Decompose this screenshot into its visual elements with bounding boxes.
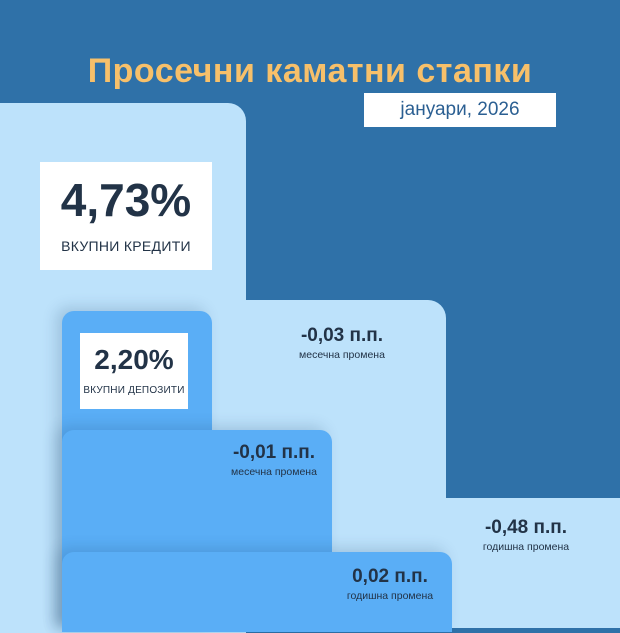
deposits-yearly-change: 0,02 п.п. годишна промена <box>320 566 460 602</box>
deposits-monthly-change-value: -0,01 п.п. <box>232 442 316 463</box>
deposits-yearly-change-value: 0,02 п.п. <box>352 566 428 587</box>
loans-yearly-change: -0,48 п.п. годишна промена <box>456 517 596 553</box>
loans-yearly-change-label: годишна промена <box>482 541 570 553</box>
loans-yearly-change-value: -0,48 п.п. <box>484 517 568 538</box>
deposits-rate-value: 2,20% <box>94 344 174 375</box>
page-title: Просечни каматни стапки <box>87 52 533 90</box>
deposits-step-3 <box>62 552 452 632</box>
deposits-rate-label: ВКУПНИ ДЕПОЗИТИ <box>83 385 185 396</box>
loans-monthly-change-label: месечна промена <box>299 349 385 361</box>
loans-monthly-change-value: -0,03 п.п. <box>300 325 384 346</box>
loans-rate-value: 4,73% <box>60 174 192 226</box>
loans-rate-label: ВКУПНИ КРЕДИТИ <box>61 238 191 254</box>
deposits-monthly-change: -0,01 п.п. месечна промена <box>204 442 344 478</box>
deposits-yearly-change-label: годишна промена <box>346 590 434 602</box>
date-badge: јануари, 2026 <box>364 93 556 127</box>
deposits-card: 2,20% ВКУПНИ ДЕПОЗИТИ <box>80 333 188 409</box>
deposits-monthly-change-label: месечна промена <box>231 466 317 478</box>
loans-card: 4,73% ВКУПНИ КРЕДИТИ <box>40 162 212 270</box>
loans-monthly-change: -0,03 п.п. месечна промена <box>272 325 412 361</box>
